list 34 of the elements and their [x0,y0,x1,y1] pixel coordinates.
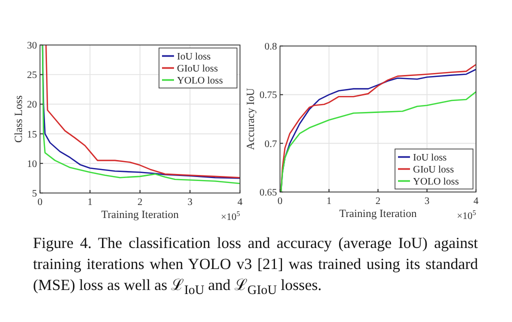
x-tick-label: 0 [38,197,42,208]
x-tick-label: 4 [238,197,242,208]
x-tick-label: 1 [326,196,332,207]
y-tick-label: 15 [27,129,37,140]
y-tick-label: 25 [27,70,37,82]
line-series [280,91,476,192]
legend-label: IoU loss [413,152,447,164]
y-axis-title: Class Loss [13,95,25,143]
legend-label: YOLO loss [177,76,223,86]
x-tick-label: 3 [188,197,192,208]
legend-label: GIoU loss [177,64,218,74]
caption: Figure 4. The classification loss and accuracy (average IoU) against training iterations when YOLO v3 [21] was trained using its standard (MSE) loss as well as ℒ$_{IoU}$ and ℒ$_{GIoU}$ losses. [33,234,478,300]
y-tick-label: 0.7 [264,138,277,150]
y-tick-label: 0.8 [264,42,277,52]
legend-label: IoU loss [177,52,211,62]
text: ×10$^{5}$ [456,209,476,222]
x-tick-label: 0 [278,196,282,207]
y-tick-label: 0.65 [260,188,277,198]
x-tick-label: 2 [138,197,142,208]
x-tick-label: 3 [424,196,430,207]
x-tick-label: 4 [474,196,478,207]
y-tick-label: 20 [27,100,37,111]
text: ×10$^{5}$ [220,210,240,223]
y-axis-title: Accuracy IoU [245,88,257,150]
y-tick-label: 5 [32,188,37,200]
x-axis-title: Training Iteration [101,209,180,221]
x-tick-label: 2 [376,196,380,207]
legend-label: GIoU loss [413,164,454,176]
y-tick-label: 10 [27,158,37,170]
legend-label: YOLO loss [413,176,459,188]
y-tick-label: 30 [27,40,37,52]
y-tick-label: 0.75 [260,90,277,102]
x-axis-title: Training Iteration [339,208,418,220]
x-tick-label: 1 [88,197,92,208]
